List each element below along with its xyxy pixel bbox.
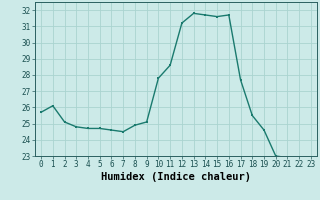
X-axis label: Humidex (Indice chaleur): Humidex (Indice chaleur) — [101, 172, 251, 182]
